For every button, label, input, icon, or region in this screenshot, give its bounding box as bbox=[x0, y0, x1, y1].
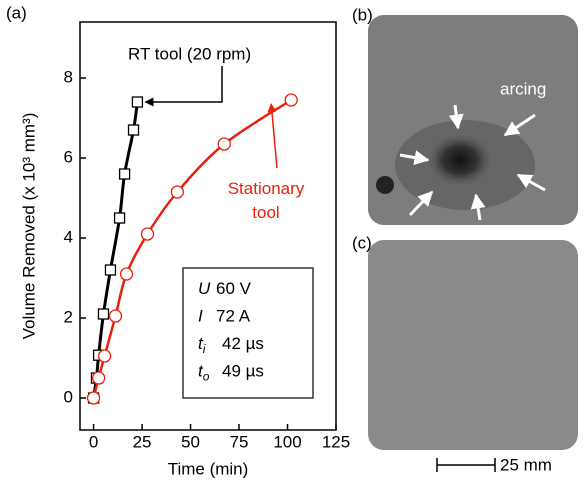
marker bbox=[131, 96, 144, 108]
parameter-value: 49 µs bbox=[222, 362, 264, 381]
x-tick-label: 25 bbox=[133, 432, 152, 451]
marker bbox=[113, 212, 126, 224]
parameter: U 60 V bbox=[198, 279, 252, 298]
label-line: Stationary bbox=[228, 179, 305, 198]
marker bbox=[119, 267, 134, 281]
y-tick-label: 0 bbox=[64, 387, 73, 406]
marker bbox=[127, 124, 140, 136]
y-tick-label: 8 bbox=[64, 67, 73, 86]
parameter-subscript: o bbox=[203, 370, 210, 384]
marker bbox=[97, 308, 110, 320]
parameter-value: 72 A bbox=[216, 307, 251, 326]
marker bbox=[104, 264, 117, 276]
series-label: Stationary tool bbox=[228, 179, 305, 222]
marker bbox=[118, 168, 131, 180]
y-tick-label: 6 bbox=[64, 147, 73, 166]
x-tick-label: 75 bbox=[230, 432, 249, 451]
marker bbox=[97, 349, 112, 363]
parameter-subscript: i bbox=[203, 342, 206, 356]
parameter-symbol: U bbox=[198, 279, 211, 298]
marker bbox=[284, 93, 298, 107]
panel-label: (c) bbox=[352, 233, 372, 252]
parameter-symbol: t bbox=[198, 334, 204, 353]
arc-damage bbox=[376, 176, 394, 194]
parameter: to 49 µs bbox=[198, 362, 264, 384]
marker bbox=[140, 227, 155, 241]
plot-frame bbox=[79, 21, 337, 431]
x-tick-label: 125 bbox=[322, 432, 350, 451]
marker bbox=[217, 137, 231, 151]
marker bbox=[86, 391, 101, 405]
parameter-value: 42 µs bbox=[222, 334, 264, 353]
parameter-value: 60 V bbox=[216, 279, 252, 298]
label-line: tool bbox=[252, 203, 279, 222]
panel-label: (a) bbox=[6, 3, 27, 22]
parameter-symbol: I bbox=[198, 307, 203, 326]
x-axis-label: Time (min) bbox=[168, 459, 249, 478]
y-tick-label: 2 bbox=[64, 307, 73, 326]
annotation: arcing bbox=[500, 79, 546, 98]
scale-label: 25 mm bbox=[500, 455, 552, 474]
parameter-symbol: t bbox=[198, 362, 204, 381]
x-tick-label: 100 bbox=[273, 432, 301, 451]
y-tick-label: 4 bbox=[64, 227, 73, 246]
legend-box bbox=[182, 267, 314, 399]
panel-label: (b) bbox=[352, 5, 373, 24]
parameter: I 72 A bbox=[198, 307, 251, 326]
x-tick-label: 0 bbox=[89, 432, 98, 451]
series-label: RT tool (20 rpm) bbox=[128, 44, 251, 63]
arc-damage bbox=[425, 132, 495, 188]
marker bbox=[108, 309, 123, 323]
marker bbox=[170, 185, 185, 199]
arc-arrows bbox=[399, 104, 546, 221]
scale-bar bbox=[436, 458, 496, 472]
label-arrow bbox=[144, 66, 223, 107]
parameter: ti 42 µs bbox=[198, 334, 264, 356]
y-axis-label: Volume Removed (x 10³ mm³) bbox=[19, 113, 38, 340]
label-arrow bbox=[267, 103, 278, 169]
photo-c bbox=[368, 240, 578, 450]
marker bbox=[91, 371, 106, 385]
x-tick-label: 50 bbox=[181, 432, 200, 451]
